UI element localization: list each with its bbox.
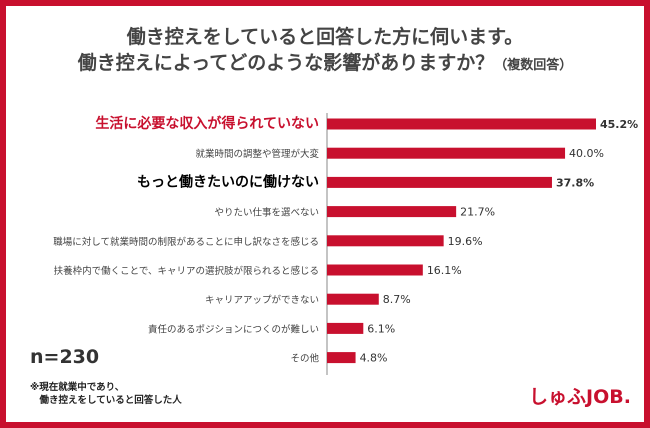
bar [327, 206, 457, 218]
category-label: やりたい仕事を選べない [214, 207, 319, 219]
bar [327, 322, 364, 334]
value-label: 8.7% [383, 293, 411, 306]
chart-title-line1: 働き控えをしていると回答した方に伺います。 [126, 26, 524, 48]
bar [327, 264, 423, 276]
value-label: 4.8% [360, 352, 388, 365]
category-label: その他 [290, 353, 319, 365]
footnote: ※現在就業中であり、 働き控えをしていると回答した人 [30, 382, 182, 406]
chart-title-line2: 働き控えによってどのような影響がありますか？（複数回答） [0, 48, 650, 75]
bar [327, 147, 566, 159]
value-label: 40.0% [569, 147, 604, 160]
category-label: もっと働きたいのに働けない [137, 173, 319, 190]
bar [327, 118, 596, 130]
category-label: キャリアアップができない [205, 294, 319, 306]
category-label: 責任のあるポジションにつくのが難しい [148, 323, 319, 335]
category-label: 就業時間の調整や管理が大変 [195, 148, 319, 160]
brand-logo: しゅふJOB. [529, 386, 631, 408]
value-label: 45.2% [600, 118, 638, 131]
bar [327, 352, 356, 364]
value-label: 37.8% [556, 176, 594, 189]
value-label: 16.1% [427, 264, 462, 277]
sample-size: n=230 [30, 346, 100, 368]
value-label: 6.1% [367, 322, 395, 335]
chart-title-line2-text: 働き控えによってどのような影響がありますか？ [77, 52, 495, 74]
multiple-answer-note: （複数回答） [494, 58, 573, 73]
bar [327, 235, 444, 247]
value-label: 19.6% [448, 235, 483, 248]
category-label: 生活に必要な収入が得られていない [95, 115, 319, 132]
bar [327, 293, 379, 305]
bar [327, 176, 552, 188]
value-label: 21.7% [460, 206, 495, 219]
category-label: 職場に対して就業時間の制限があることに申し訳なさを感じる [53, 236, 319, 248]
category-label: 扶養枠内で働くことで、キャリアの選択肢が限られると感じる [54, 265, 319, 277]
